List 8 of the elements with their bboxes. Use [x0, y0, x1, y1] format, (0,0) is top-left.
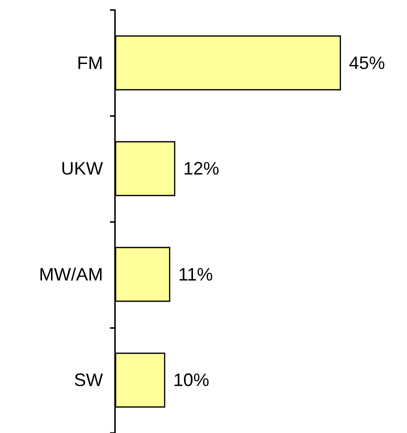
data-label: 45%	[349, 52, 386, 73]
data-label: 12%	[183, 158, 220, 179]
y-tick-label: MW/AM	[39, 264, 103, 284]
data-label: 10%	[173, 370, 210, 390]
y-tick-label: SW	[74, 370, 104, 390]
y-tick-label: UKW	[61, 158, 104, 179]
data-label: 11%	[178, 264, 213, 284]
y-tick-label: FM	[77, 52, 103, 73]
